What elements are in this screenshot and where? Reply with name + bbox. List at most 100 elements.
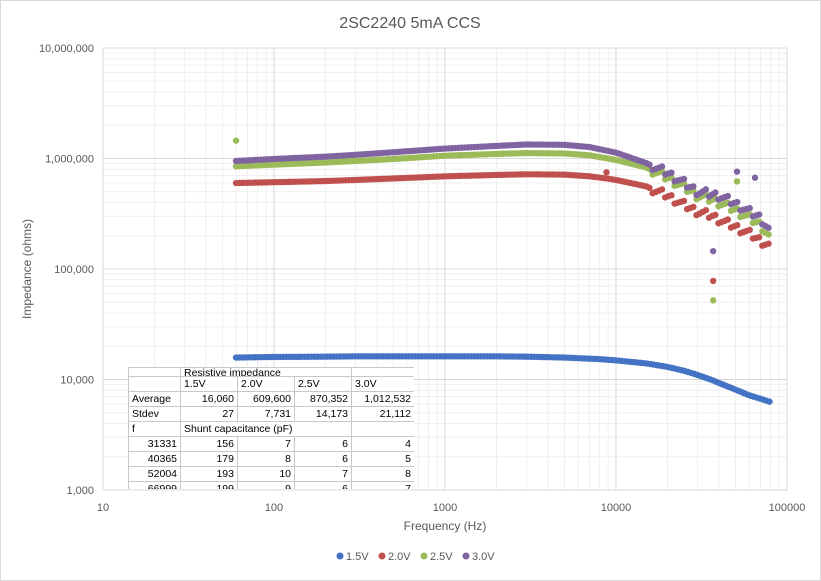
voltage-header: 3.0V	[351, 376, 414, 392]
data-point	[690, 203, 697, 211]
legend-label: 1.5V	[346, 551, 369, 563]
y-tick-label: 10,000	[60, 375, 94, 387]
table-row: 31331 156 7 6 4	[128, 436, 414, 452]
outlier-point	[603, 169, 610, 176]
table-cell: 7	[351, 481, 414, 489]
table-cell: 179	[180, 451, 238, 467]
table-cell: 16,060	[180, 391, 238, 407]
frequency-cell: 31331	[128, 436, 181, 452]
data-point	[646, 161, 653, 168]
data-point	[765, 224, 772, 231]
data-point	[702, 186, 710, 193]
x-tick-label: 100000	[769, 502, 806, 514]
table-cell: 8	[351, 466, 414, 482]
data-point	[765, 231, 772, 238]
frequency-cell: 66999	[128, 481, 181, 489]
outlier-point	[709, 277, 717, 285]
series-2.0V	[232, 171, 772, 249]
summary-caption: Resistive impedance	[179, 367, 353, 377]
chart-title: 2SC2240 5mA CCS	[339, 15, 480, 32]
y-tick-label: 10,000,000	[39, 43, 94, 55]
data-point	[668, 169, 675, 176]
legend-entry: 2.0V	[378, 551, 411, 563]
table-cell: 7	[237, 436, 295, 452]
legend-label: 2.0V	[388, 551, 411, 563]
table-cell: 9	[237, 481, 295, 489]
data-point	[690, 183, 697, 190]
summary-table: Resistive impedance 1.5V 2.0V 2.5V 3.0V …	[128, 367, 414, 489]
x-tick-label: 100	[265, 502, 283, 514]
legend-marker	[378, 552, 386, 560]
y-axis-ticks: 1,000 10,000 100,000 1,000,000 10,000,000	[39, 43, 94, 497]
voltage-header: 2.5V	[293, 376, 353, 392]
data-point	[746, 226, 753, 234]
data-point	[766, 398, 773, 405]
legend-marker	[462, 552, 470, 560]
shunt-header-row: f Shunt capacitance (pF)	[128, 421, 414, 437]
frequency-cell: 52004	[128, 466, 181, 482]
summary-caption-row: Resistive impedance	[128, 367, 414, 377]
outlier-point	[709, 247, 717, 255]
data-point	[724, 192, 732, 200]
table-cell: 609,600	[237, 391, 295, 407]
data-point	[765, 240, 772, 247]
data-point	[734, 221, 741, 229]
stdev-row: Stdev 27 7,731 14,173 21,112	[128, 406, 414, 422]
table-cell: 4	[351, 436, 414, 452]
legend-entry: 3.0V	[462, 551, 495, 563]
data-point	[702, 206, 710, 214]
table-cell	[128, 376, 181, 392]
y-tick-label: 1,000,000	[45, 154, 94, 166]
shunt-header: Shunt capacitance (pF)	[179, 421, 353, 437]
data-point	[658, 186, 666, 193]
legend-entry: 2.5V	[420, 551, 453, 563]
outlier-point	[733, 178, 741, 185]
legend-marker	[336, 552, 344, 560]
table-row: 66999 199 9 6 7	[128, 481, 414, 489]
x-axis-ticks: 10 100 1000 10000 100000	[97, 502, 805, 514]
table-cell: 156	[180, 436, 238, 452]
data-point	[668, 192, 675, 199]
table-cell: 1,012,532	[351, 391, 414, 407]
row-label: Stdev	[128, 406, 181, 422]
legend-label: 2.5V	[430, 551, 453, 563]
table-cell	[351, 421, 414, 437]
table-cell: 7,731	[237, 406, 295, 422]
table-cell: 870,352	[293, 391, 353, 407]
x-tick-label: 10	[97, 502, 109, 514]
outlier-point	[709, 297, 717, 304]
y-axis-label: Impedance (ohms)	[20, 219, 34, 319]
row-label: Average	[128, 391, 181, 407]
table-cell: 10	[237, 466, 295, 482]
legend-label: 3.0V	[472, 551, 495, 563]
series-1.5V	[232, 353, 773, 405]
legend-marker	[420, 552, 428, 560]
y-tick-label: 1,000	[66, 485, 94, 497]
x-tick-label: 10000	[601, 502, 632, 514]
x-tick-label: 1000	[433, 502, 457, 514]
table-cell: 27	[180, 406, 238, 422]
data-point	[755, 211, 763, 218]
outlier-point	[733, 168, 741, 175]
table-cell: 7	[293, 466, 353, 482]
table-cell: 193	[180, 466, 238, 482]
voltage-header: 1.5V	[180, 376, 238, 392]
plot-marks	[232, 137, 773, 405]
table-cell: 6	[293, 451, 353, 467]
data-point	[746, 204, 753, 212]
chart-legend: 1.5V 2.0V 2.5V 3.0V	[336, 551, 495, 563]
table-cell: 8	[237, 451, 295, 467]
table-cell	[351, 367, 414, 377]
outlier-point	[751, 174, 759, 181]
table-row: 40365 179 8 6 5	[128, 451, 414, 467]
average-row: Average 16,060 609,600 870,352 1,012,532	[128, 391, 414, 407]
data-point	[734, 198, 741, 206]
voltage-header-row: 1.5V 2.0V 2.5V 3.0V	[128, 376, 414, 392]
data-point	[680, 175, 688, 183]
table-cell: 6	[293, 436, 353, 452]
data-point	[724, 216, 732, 223]
table-cell: 21,112	[351, 406, 414, 422]
table-cell: 6	[293, 481, 353, 489]
table-row: 52004 193 10 7 8	[128, 466, 414, 482]
